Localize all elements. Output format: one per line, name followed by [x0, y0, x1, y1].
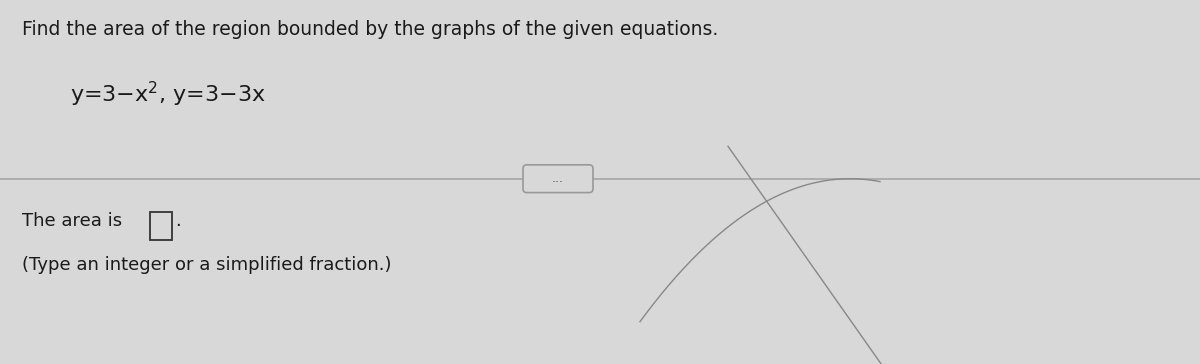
FancyBboxPatch shape [523, 165, 593, 193]
Bar [150, 212, 172, 240]
Text: (Type an integer or a simplified fraction.): (Type an integer or a simplified fractio… [22, 256, 391, 274]
Text: ...: ... [552, 172, 564, 185]
Text: Find the area of the region bounded by the graphs of the given equations.: Find the area of the region bounded by t… [22, 20, 719, 39]
Text: .: . [175, 212, 181, 230]
Text: y=3$-$x$^2$, y=3$-$3x: y=3$-$x$^2$, y=3$-$3x [70, 80, 266, 109]
Text: The area is: The area is [22, 212, 122, 230]
